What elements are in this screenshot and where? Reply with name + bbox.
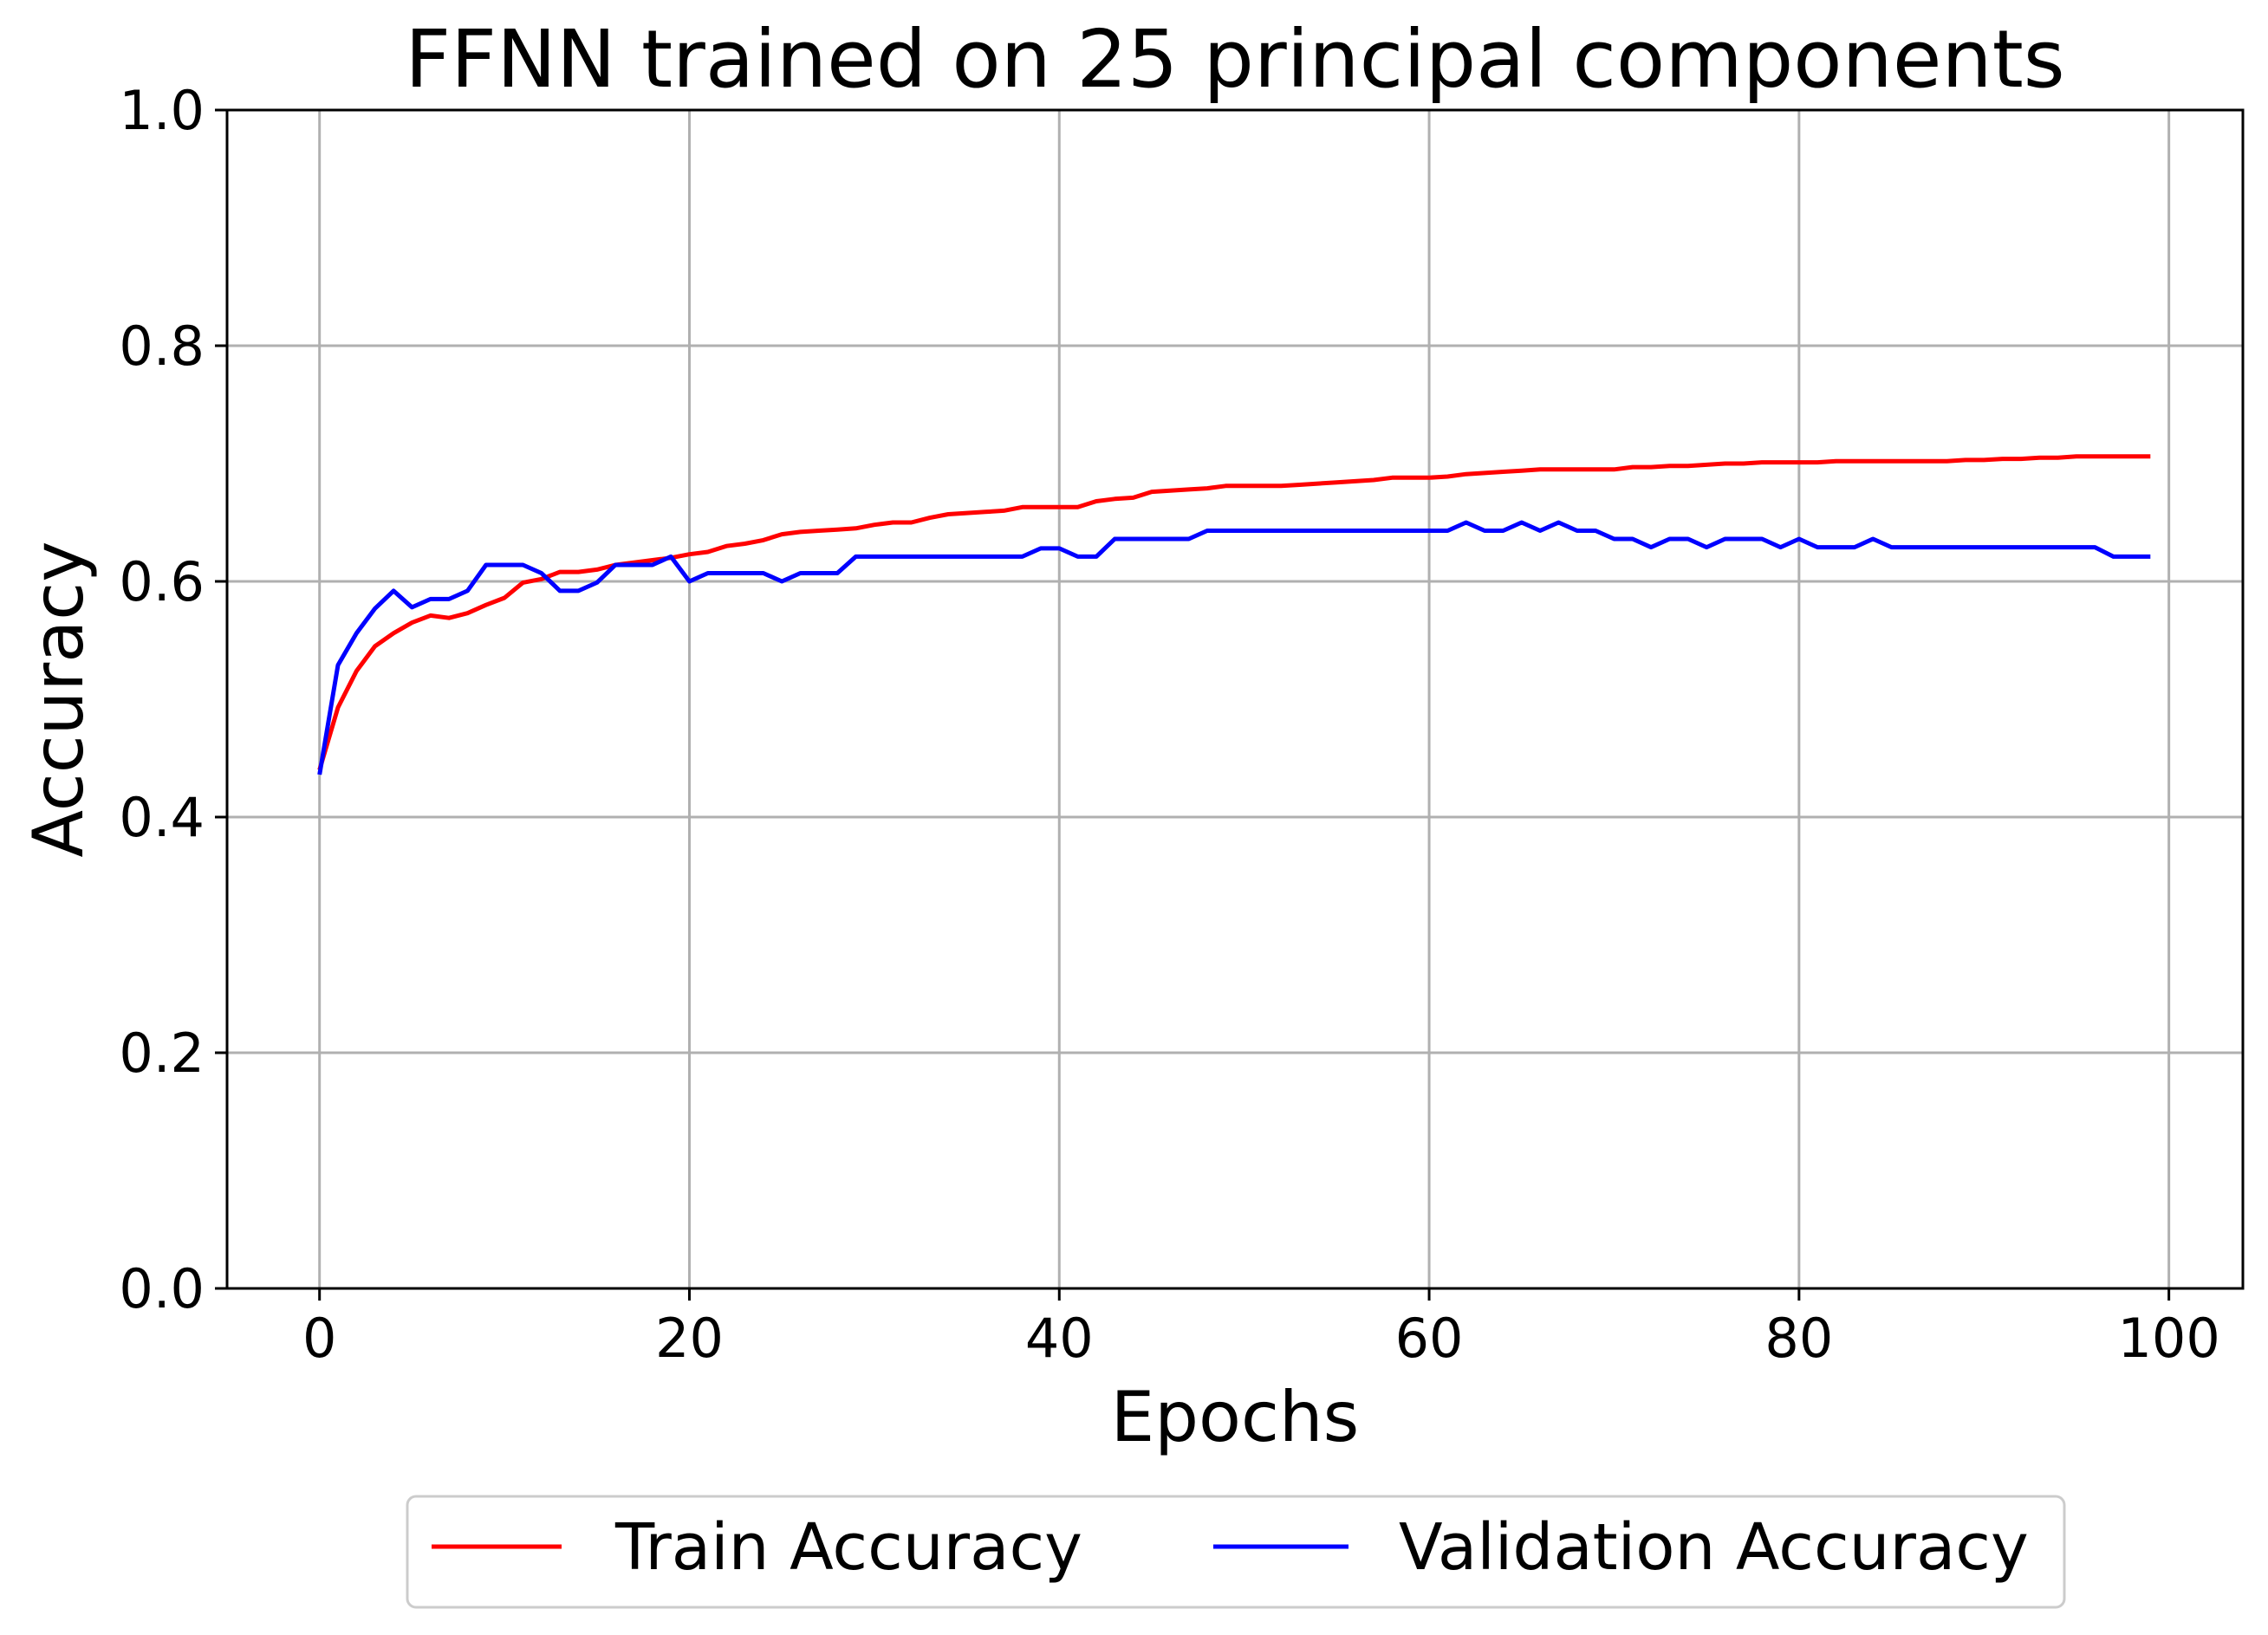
x-tick-label: 20 bbox=[655, 1307, 724, 1370]
x-axis-label: Epochs bbox=[1111, 1377, 1360, 1457]
x-tick-label: 80 bbox=[1764, 1307, 1833, 1370]
validation-accuracy-line bbox=[317, 520, 2151, 775]
legend-box bbox=[406, 1495, 2066, 1609]
x-tick-label: 100 bbox=[2117, 1307, 2219, 1370]
x-tick-label: 0 bbox=[302, 1307, 336, 1370]
y-axis-label: Accuracy bbox=[18, 541, 99, 857]
legend-label-train: Train Accuracy bbox=[614, 1510, 1082, 1585]
train-accuracy-line bbox=[317, 454, 2151, 771]
y-tick-label: 0.2 bbox=[119, 1022, 205, 1085]
y-tick-label: 0.0 bbox=[119, 1257, 205, 1320]
y-tick-label: 1.0 bbox=[119, 79, 205, 142]
axis-ticks: 0 20 40 60 80 100 0.0 0.2 0.4 0.6 0.8 1.0 bbox=[119, 79, 2219, 1370]
legend: Train Accuracy Validation Accuracy bbox=[406, 1495, 2066, 1609]
plot-frame bbox=[225, 108, 2245, 1290]
grid-lines bbox=[227, 108, 2243, 1290]
y-tick-label: 0.4 bbox=[119, 786, 205, 849]
x-tick-label: 40 bbox=[1025, 1307, 1094, 1370]
legend-label-validation: Validation Accuracy bbox=[1399, 1510, 2029, 1585]
series-lines bbox=[317, 454, 2151, 775]
y-tick-label: 0.6 bbox=[119, 550, 205, 613]
y-tick-label: 0.8 bbox=[119, 315, 205, 378]
chart-title: FFNN trained on 25 principal components bbox=[405, 13, 2064, 106]
x-tick-label: 60 bbox=[1395, 1307, 1464, 1370]
